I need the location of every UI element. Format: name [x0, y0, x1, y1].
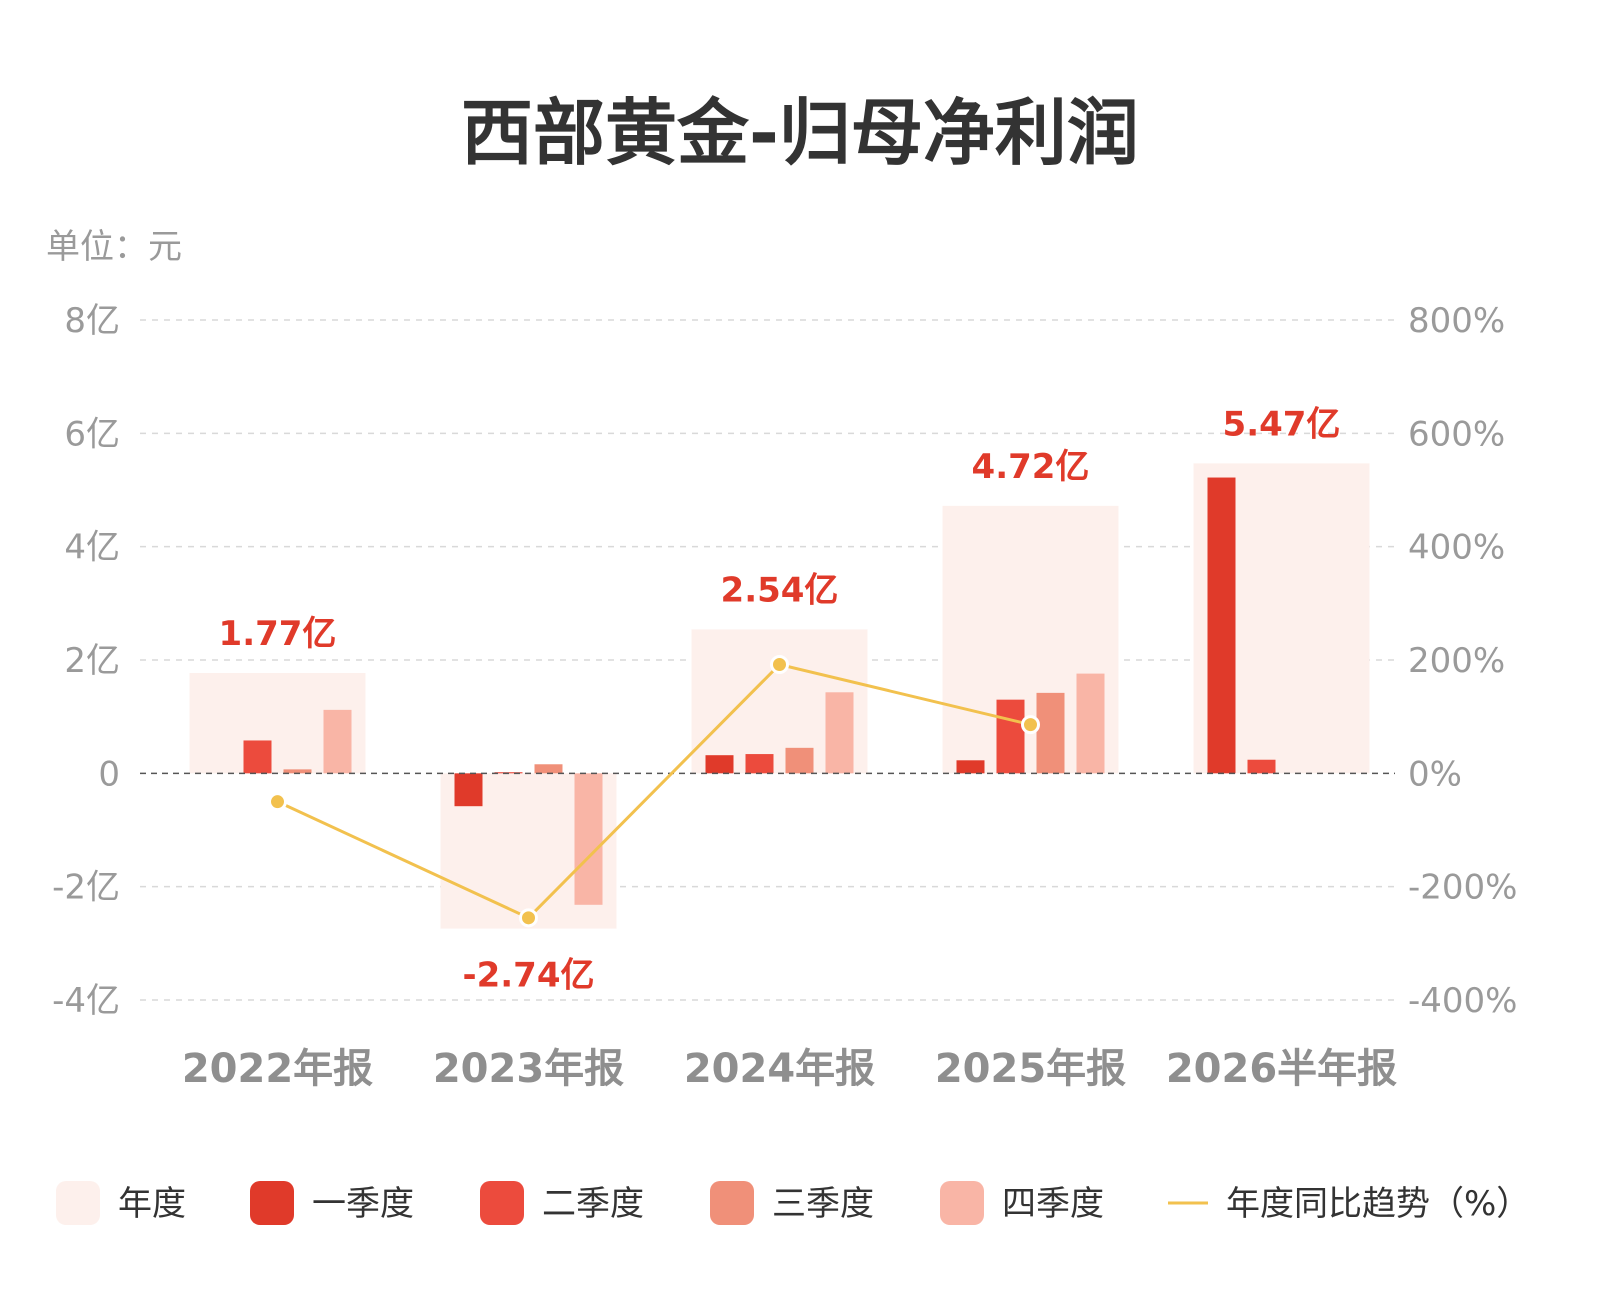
- quarter-bar: [825, 692, 854, 774]
- left-axis: -4亿 -2亿 0 2亿 4亿 6亿 8亿: [52, 301, 120, 1021]
- quarter-bar: [574, 773, 603, 905]
- quarter-bar: [323, 709, 352, 774]
- legend-swatch: [480, 1181, 524, 1225]
- left-tick-label: 2亿: [64, 641, 120, 681]
- right-axis: -400% -200% 0% 200% 400% 600% 800%: [1408, 301, 1517, 1021]
- yoy-point: [1021, 715, 1040, 735]
- quarter-bar: [243, 740, 272, 774]
- right-tick-label: 600%: [1408, 414, 1505, 454]
- quarter-bar: [956, 760, 985, 774]
- legend-swatch: [940, 1181, 984, 1225]
- quarter-bar: [785, 747, 814, 774]
- left-tick-label: 4亿: [64, 528, 120, 568]
- annual-value-label: 1.77亿: [219, 614, 337, 654]
- quarter-bar: [996, 699, 1025, 774]
- right-tick-label: 0%: [1408, 754, 1462, 794]
- quarter-bar: [534, 764, 563, 774]
- legend-label: 二季度: [542, 1184, 644, 1224]
- category-label: 2024年报: [684, 1046, 875, 1092]
- quarter-bar: [454, 773, 483, 807]
- quarter-bar: [1247, 759, 1276, 774]
- legend-label: 四季度: [1002, 1184, 1104, 1224]
- quarter-bar: [705, 755, 734, 774]
- quarter-bar: [1076, 673, 1105, 774]
- left-tick-label: 6亿: [64, 414, 120, 454]
- unit-label: 单位：元: [46, 227, 182, 267]
- right-tick-label: -200%: [1408, 868, 1517, 908]
- yoy-point: [268, 792, 287, 812]
- category-label: 2023年报: [433, 1046, 624, 1092]
- right-tick-label: 400%: [1408, 528, 1505, 568]
- quarter-bars: [203, 477, 1276, 905]
- left-tick-label: 8亿: [64, 301, 120, 341]
- legend: 年度 一季度 二季度 三季度 四季度 年度同比趋势（%）: [56, 1181, 1530, 1225]
- right-tick-label: 200%: [1408, 641, 1505, 681]
- category-label: 2026半年报: [1166, 1046, 1397, 1092]
- yoy-line: [268, 655, 1040, 928]
- category-label: 2022年报: [182, 1046, 373, 1092]
- annual-value-labels: 1.77亿 -2.74亿 2.54亿 4.72亿 5.47亿: [219, 404, 1341, 995]
- left-tick-label: -4亿: [52, 981, 120, 1021]
- left-tick-label: -2亿: [52, 868, 120, 908]
- quarter-bar: [745, 754, 774, 774]
- annual-value-label: 5.47亿: [1223, 404, 1341, 444]
- yoy-trend-line: [276, 662, 1031, 920]
- legend-label: 年度同比趋势（%）: [1226, 1184, 1530, 1224]
- chart-title: 西部黄金-归母净利润: [461, 91, 1139, 175]
- annual-value-label: 4.72亿: [972, 447, 1090, 487]
- legend-label: 年度: [118, 1184, 186, 1224]
- annual-value-label: -2.74亿: [463, 956, 595, 996]
- yoy-point: [519, 908, 538, 928]
- quarter-bar: [283, 769, 312, 774]
- left-tick-label: 0: [98, 754, 120, 794]
- quarter-bar: [1036, 692, 1065, 774]
- yoy-point: [770, 655, 789, 675]
- legend-swatch: [710, 1181, 754, 1225]
- right-tick-label: -400%: [1408, 981, 1517, 1021]
- quarter-bar: [1207, 477, 1236, 774]
- legend-swatch: [56, 1181, 100, 1225]
- legend-swatch: [250, 1181, 294, 1225]
- legend-label: 一季度: [312, 1184, 414, 1224]
- legend-label: 三季度: [772, 1184, 874, 1224]
- x-axis: 2022年报 2023年报 2024年报 2025年报 2026半年报: [182, 1046, 1397, 1092]
- category-label: 2025年报: [935, 1046, 1126, 1092]
- annual-value-label: 2.54亿: [721, 570, 839, 610]
- annual-bars: [189, 463, 1370, 929]
- right-tick-label: 800%: [1408, 301, 1505, 341]
